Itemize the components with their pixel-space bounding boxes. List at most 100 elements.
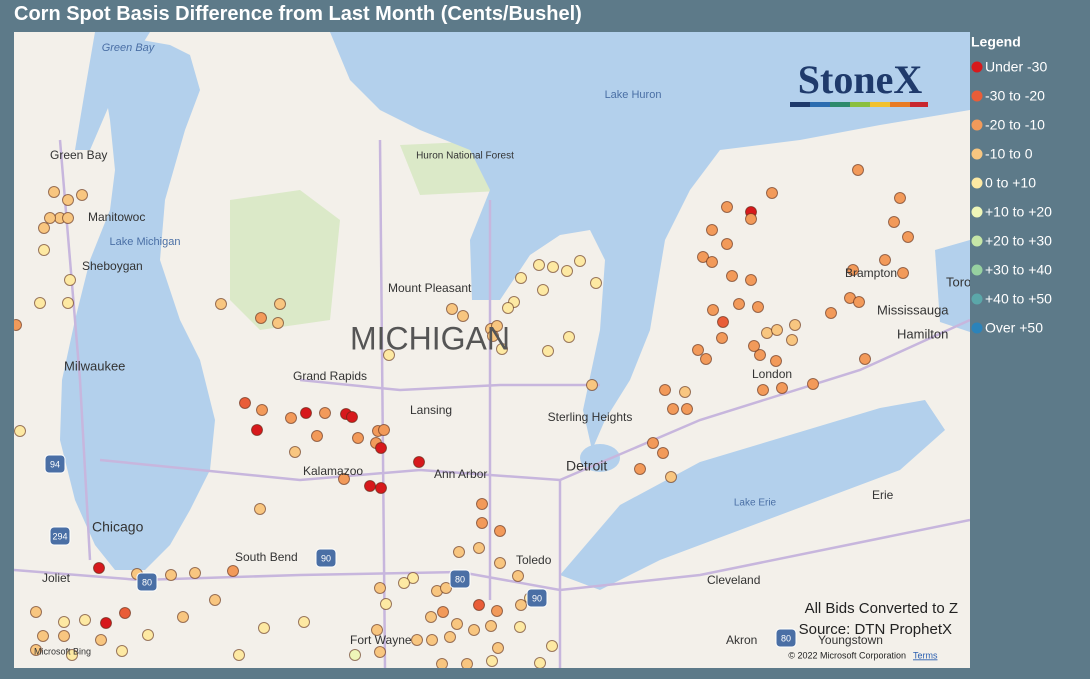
legend-swatch [971,235,983,247]
place-label: Akron [726,633,757,647]
place-label: Mississauga [877,302,949,317]
bid-location [34,297,46,309]
bid-location [311,430,323,442]
place-label: Sheboygan [82,259,143,273]
bid-location [515,272,527,284]
bid-location [514,621,526,633]
bid-location [346,411,358,423]
bid-location [444,631,456,643]
bid-location [374,582,386,594]
place-label: Cleveland [707,573,760,587]
bid-location [752,301,764,313]
bid-location [754,349,766,361]
bid-location [289,446,301,458]
bid-location [440,582,452,594]
bid-location [62,212,74,224]
bid-location [894,192,906,204]
bid-location [879,254,891,266]
highway-shield [775,628,797,648]
bid-location [486,655,498,667]
legend-swatch [971,206,983,218]
bid-location [239,397,251,409]
bid-location [64,274,76,286]
place-label: Grand Rapids [293,369,367,383]
bid-location [547,261,559,273]
bing-attribution: Microsoft Bing [34,646,91,656]
place-label: South Bend [235,550,298,564]
bid-location [76,189,88,201]
bid-location [574,255,586,267]
water [60,32,970,590]
bid-location [748,340,760,352]
legend-swatch [971,119,983,131]
place-label: Milwaukee [64,358,125,373]
bid-location [717,316,729,328]
bid-location [254,503,266,515]
place-label: Youngstown [818,633,883,647]
bid-location [413,456,425,468]
highway-shield [526,588,548,608]
bid-location [407,572,419,584]
highway-shield [44,454,66,474]
place-label: Toledo [516,553,552,567]
legend-swatch [971,264,983,276]
bid-location [726,270,738,282]
bid-location [189,567,201,579]
bid-location [706,224,718,236]
place-label: Lake Huron [605,89,662,101]
bid-location [274,298,286,310]
place-label: Mount Pleasant [388,281,472,295]
bid-location [48,186,60,198]
bid-location [667,403,679,415]
bid-location [491,605,503,617]
bid-location [255,312,267,324]
bid-location [706,256,718,268]
bid-location [352,432,364,444]
note: All Bids Converted to Z [805,600,958,617]
bid-location [116,645,128,657]
bid-location [716,332,728,344]
bid-location [853,296,865,308]
bid-location [745,274,757,286]
bid-location [233,649,245,661]
bid-location [258,622,270,634]
highway-shield [449,569,471,589]
legend-label: -20 to -10 [985,117,1045,133]
bid-location [647,437,659,449]
data-points [14,164,914,668]
bid-location [473,599,485,611]
bid-location [681,403,693,415]
bid-location [38,222,50,234]
bid-location [119,607,131,619]
bid-location [398,577,410,589]
place-label: Hamilton [897,326,948,341]
bid-location [634,463,646,475]
bid-location [349,649,361,661]
place-label: London [752,367,792,381]
terms-link[interactable]: Terms [913,650,938,660]
bid-location [657,447,669,459]
legend-swatch [971,177,983,189]
legend: Under -30 -30 to -20 -20 to -10 -10 to 0 0 t… [971,59,1052,336]
bid-location [256,404,268,416]
bid-location [533,259,545,271]
place-label: Green Bay [50,148,107,162]
bid-location [446,303,458,315]
bid-location [425,611,437,623]
bid-location [457,310,469,322]
bid-location [476,498,488,510]
bid-location [494,557,506,569]
bid-location [847,264,859,276]
bid-location [707,304,719,316]
bid-location [534,657,546,668]
bid-location [491,320,503,332]
bid-location [371,624,383,636]
legend-label: Over +50 [985,320,1043,336]
legend-swatch [971,293,983,305]
legend-title: Legend [971,34,1021,50]
bid-location [30,644,42,656]
bid-location [461,658,473,668]
place-label: Sterling Heights [548,410,633,424]
bid-location [364,480,376,492]
